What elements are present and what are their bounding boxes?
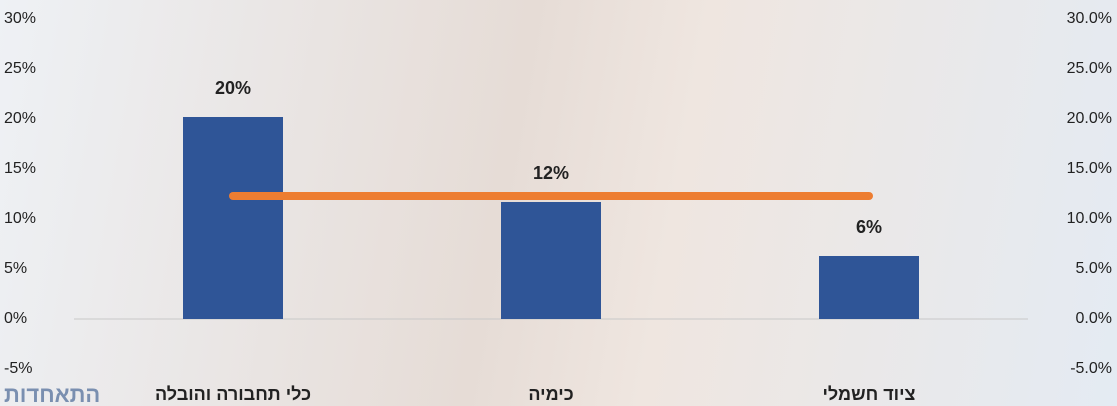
data-label: 12%	[533, 163, 569, 183]
y-tick-label: 5%	[4, 260, 27, 277]
y2-tick-label: 25.0%	[1067, 60, 1112, 77]
y2-tick-label: -5.0%	[1070, 360, 1112, 377]
x-tick-label: כימיה	[528, 384, 573, 404]
y-tick-label: 25%	[4, 60, 36, 77]
y2-tick-label: 15.0%	[1067, 160, 1112, 177]
y-tick-label: 30%	[4, 10, 36, 27]
y2-tick-label: 5.0%	[1076, 260, 1112, 277]
data-label: 20%	[215, 78, 251, 98]
x-tick-label: כלי תחבורה והובלה	[155, 384, 311, 404]
chart: התאחדות -5% 0% 5% 10% 15% 20% 25% 30% -5.0% 0.0% 5…	[0, 0, 1117, 406]
bar	[183, 117, 283, 319]
x-tick-label: ציוד חשמלי	[822, 384, 915, 404]
y2-tick-label: 30.0%	[1067, 10, 1112, 27]
y-tick-label: 0%	[4, 310, 27, 327]
y2-tick-label: 0.0%	[1076, 310, 1112, 327]
y2-tick-label: 20.0%	[1067, 110, 1112, 127]
y-tick-label: 20%	[4, 110, 36, 127]
y2-tick-label: 10.0%	[1067, 210, 1112, 227]
y-tick-label: 15%	[4, 160, 36, 177]
y-tick-label: 10%	[4, 210, 36, 227]
bar	[501, 202, 601, 319]
y-tick-label: -5%	[4, 360, 32, 377]
bar	[819, 256, 919, 319]
data-label: 6%	[856, 217, 882, 237]
logo: התאחדות	[4, 382, 100, 406]
